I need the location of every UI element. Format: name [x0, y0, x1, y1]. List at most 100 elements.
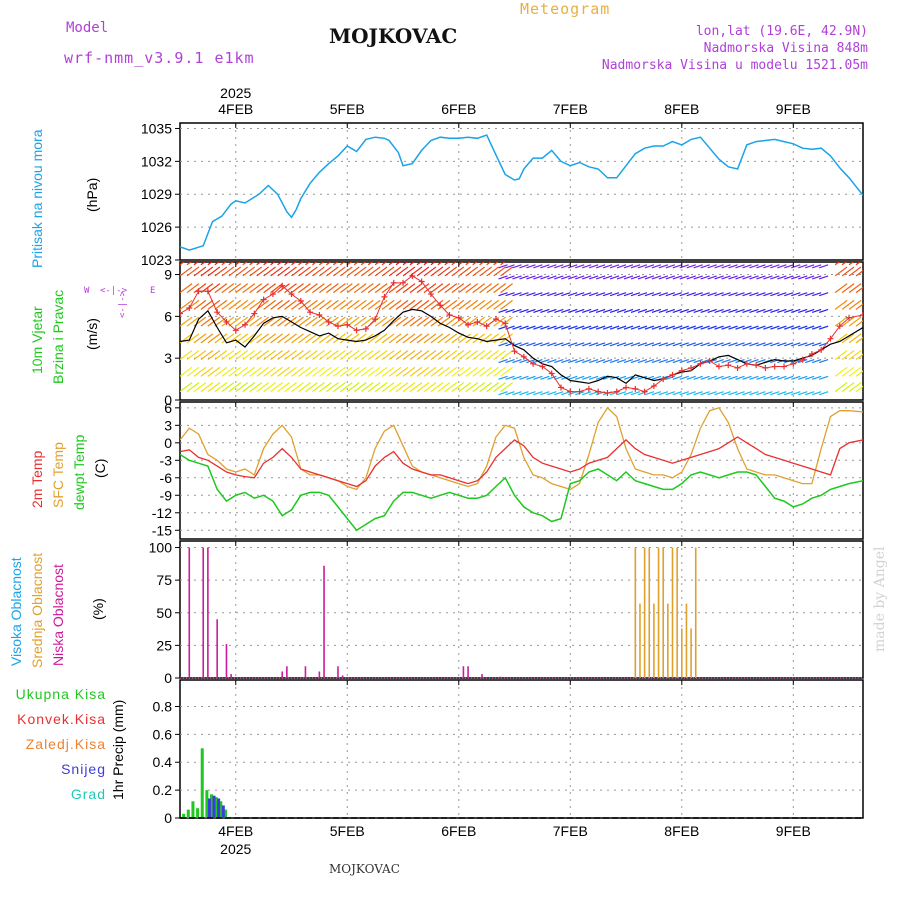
wind-barb [595, 308, 606, 313]
wind-barb [235, 299, 249, 310]
wind-barb [388, 316, 402, 327]
wind-barb [339, 266, 353, 277]
wind-barb [554, 325, 564, 330]
wind-barb [672, 375, 682, 380]
wind-barb [855, 269, 863, 277]
wind-barb [862, 358, 863, 360]
wind-barb [305, 333, 318, 344]
wind-barb [855, 320, 863, 327]
precip-total-label: Ukupna Kisa [15, 686, 106, 702]
wind-barb [214, 333, 228, 344]
wind-barb [437, 283, 451, 294]
wind-barb [423, 366, 437, 377]
wind-barb [763, 342, 773, 347]
wind-barb [381, 299, 395, 310]
wind-barb [263, 333, 276, 344]
precip-ytick-label: 0.4 [153, 754, 173, 770]
wind-barb [554, 275, 564, 280]
wind-barb [186, 366, 200, 377]
wind-barb [353, 382, 367, 393]
wind-barb [862, 375, 863, 377]
wind-barb [346, 262, 352, 266]
wind-barb [465, 266, 479, 277]
wind-barb [798, 275, 808, 280]
wind-gust-marker [771, 363, 778, 370]
wind-barb [547, 308, 557, 313]
wind-barb [374, 366, 388, 377]
wind-barb [841, 266, 855, 277]
wind-gust-marker [195, 288, 202, 295]
wind-barb [582, 359, 592, 364]
wind-barb [658, 391, 669, 396]
wind-barb [388, 350, 402, 361]
wind-barb [249, 382, 263, 393]
axis-ticks: 102310261029103210350369-15-12-9-6-30360… [141, 85, 863, 857]
wind-barb [568, 359, 578, 364]
wind-compass-arrow: <-|-> [100, 286, 128, 296]
wind-barb [339, 283, 353, 294]
wind-barb [644, 391, 655, 396]
wind-barb [679, 375, 689, 380]
xtick-label-bottom: 8FEB [664, 823, 699, 839]
wind-barb [291, 350, 304, 361]
wind-barb [479, 382, 493, 393]
wind-label-2: Brzina i Pravac [50, 289, 66, 384]
wind-barb [298, 333, 311, 344]
wind-barb [742, 292, 752, 297]
wind-barb [616, 325, 627, 330]
precip-bar [217, 798, 221, 818]
wind-barb [777, 342, 787, 347]
wind-barb [388, 283, 402, 294]
wind-barb [588, 275, 599, 280]
wind-barb [623, 391, 634, 396]
wind-barb [270, 316, 283, 327]
pressure-frame [179, 122, 864, 261]
wind-barb [242, 262, 248, 266]
wind-label-1: 10m Vjetar [29, 306, 45, 374]
wind-barb [526, 275, 536, 280]
wind-barb [444, 333, 458, 344]
wind-barb [721, 264, 731, 269]
wind-barb [479, 283, 493, 294]
wind-barb [616, 342, 627, 347]
wind-barb [693, 391, 703, 396]
wind-gust-marker [242, 321, 249, 328]
wind-barb [735, 292, 745, 297]
wind-barb [312, 382, 325, 393]
temp-2m-line [180, 436, 863, 488]
wind-barb [221, 299, 235, 310]
wind-barb [848, 333, 862, 344]
wind-barb [388, 366, 402, 377]
wind-barb [381, 266, 395, 277]
wind-barb [721, 325, 731, 330]
wind-barb [547, 375, 557, 380]
wind-barb [763, 275, 773, 280]
temp-ytick-label: 0 [164, 435, 172, 451]
wind-barb [686, 342, 696, 347]
footer-station: MOJKOVAC [329, 862, 400, 876]
wind-barb [693, 342, 703, 347]
wind-barb [339, 299, 353, 310]
wind-barb [526, 292, 536, 297]
wind-barb [277, 350, 290, 361]
wind-barb [848, 262, 854, 266]
wind-barb [207, 262, 213, 266]
wind-barb [374, 283, 388, 294]
wind-gust-marker [846, 314, 853, 321]
wind-barb [582, 275, 592, 280]
wind-barb [193, 266, 207, 277]
wind-barb [430, 350, 444, 361]
wind-barb [444, 266, 458, 277]
wind-barb [763, 375, 773, 380]
wind-gust-marker [725, 362, 732, 369]
wind-gust-marker [836, 323, 843, 330]
wind-barb [630, 264, 641, 269]
wind-barb [346, 350, 360, 361]
wind-barb [672, 308, 682, 313]
wind-barb [180, 350, 193, 361]
wind-barb [256, 316, 270, 327]
wind-barb [588, 359, 599, 364]
wind-barb [602, 275, 613, 280]
wind-barb [235, 283, 249, 294]
wind-barb [305, 382, 318, 393]
